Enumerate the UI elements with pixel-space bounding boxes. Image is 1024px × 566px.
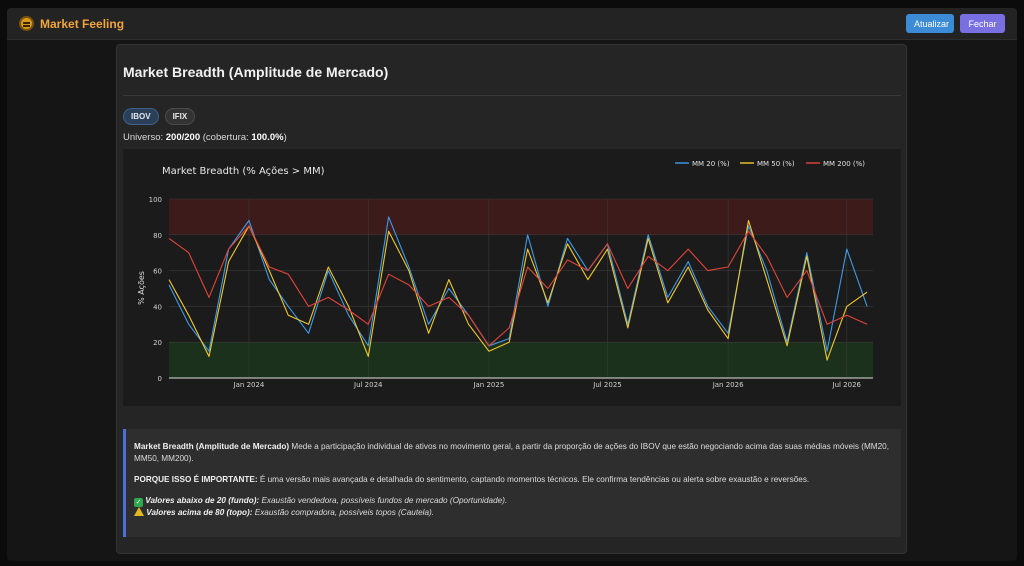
breadth-chart: Market Breadth (% Ações > MM) % Ações 0 2…: [123, 149, 901, 406]
legend-label-mm200: MM 200 (%): [823, 160, 865, 168]
chart-title: Market Breadth (% Ações > MM): [162, 166, 325, 177]
breadth-chart-svg: Market Breadth (% Ações > MM) % Ações 0 2…: [137, 160, 873, 389]
description-box: Market Breadth (Amplitude de Mercado) Me…: [123, 429, 901, 537]
y-axis-label: % Ações: [137, 271, 146, 305]
low-values-bold: Valores abaixo de 20 (fundo):: [145, 496, 260, 505]
importance-paragraph: PORQUE ISSO É IMPORTANTE: É uma versão m…: [134, 474, 893, 486]
low-values-note: ✓ Valores abaixo de 20 (fundo): Exaustão…: [134, 495, 893, 507]
description-text: Mede a participação individual de ativos…: [134, 442, 889, 463]
divider: [123, 95, 901, 96]
legend-label-mm50: MM 50 (%): [757, 160, 795, 168]
legend-label-mm20: MM 20 (%): [692, 160, 730, 168]
x-tick-label: Jan 2025: [472, 381, 504, 389]
logo-icon: [19, 16, 34, 31]
y-tick-label: 60: [153, 268, 162, 276]
low-values-text: Exaustão vendedora, possíveis fundos de …: [259, 496, 508, 505]
overbought-zone: [169, 199, 873, 235]
panel-title: Market Breadth (Amplitude de Mercado): [123, 64, 389, 80]
description-bold: Market Breadth (Amplitude de Mercado): [134, 442, 290, 451]
oversold-zone: [169, 342, 873, 378]
y-tick-label: 20: [153, 339, 162, 347]
series-line-mm200: [168, 225, 868, 347]
update-button[interactable]: Atualizar: [906, 14, 954, 33]
y-tick-label: 100: [149, 196, 162, 204]
universe-info: Universo: 200/200 (cobertura: 100.0%): [123, 132, 287, 143]
close-button[interactable]: Fechar: [960, 14, 1005, 33]
series-line-mm20: [168, 216, 868, 352]
x-tick-label: Jul 2026: [832, 381, 862, 389]
app-window: Market Feeling Atualizar Fechar Market B…: [7, 8, 1017, 561]
index-chips: IBOV IFIX: [123, 108, 196, 125]
warning-icon: [134, 507, 144, 516]
high-values-text: Exaustão compradora, possíveis topos (Ca…: [252, 508, 435, 517]
importance-bold: PORQUE ISSO É IMPORTANTE:: [134, 475, 258, 484]
high-values-bold: Valores acima de 80 (topo):: [146, 508, 253, 517]
chip-ifix[interactable]: IFIX: [164, 108, 196, 125]
coverage-prefix: (cobertura:: [200, 132, 252, 143]
x-tick-label: Jul 2024: [353, 381, 383, 389]
description-paragraph: Market Breadth (Amplitude de Mercado) Me…: [134, 441, 893, 465]
y-tick-label: 0: [158, 375, 162, 383]
check-icon: ✓: [134, 498, 143, 507]
high-values-note: Valores acima de 80 (topo): Exaustão com…: [134, 507, 893, 519]
universe-value: 200/200: [165, 132, 201, 143]
universe-prefix: Universo:: [123, 132, 166, 143]
chip-ibov[interactable]: IBOV: [123, 108, 159, 125]
y-tick-label: 80: [153, 232, 162, 240]
coverage-value: 100.0%: [251, 132, 284, 143]
breadth-panel: Market Breadth (Amplitude de Mercado) IB…: [116, 44, 907, 554]
app-title: Market Feeling: [40, 16, 125, 31]
x-tick-label: Jan 2024: [233, 381, 265, 389]
top-bar: Market Feeling Atualizar Fechar: [7, 8, 1017, 40]
x-tick-label: Jan 2026: [712, 381, 744, 389]
importance-text: É uma versão mais avançada e detalhada d…: [257, 475, 810, 484]
brand: Market Feeling: [19, 16, 124, 31]
universe-suffix: ): [283, 132, 287, 143]
y-tick-label: 40: [153, 303, 162, 311]
x-tick-label: Jul 2025: [592, 381, 622, 389]
